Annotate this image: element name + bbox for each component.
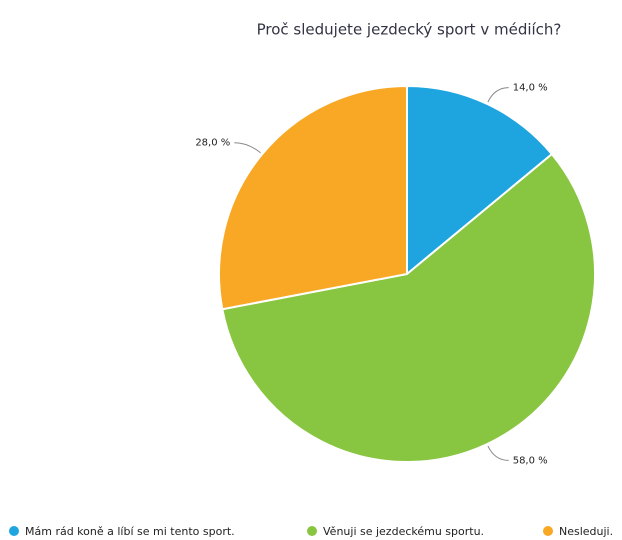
legend-marker <box>307 526 317 536</box>
pie-slice <box>221 152 596 463</box>
legend-label: Mám rád koně a líbí se mi tento sport. <box>25 525 235 538</box>
legend-marker <box>543 526 553 536</box>
pie-slice <box>218 84 408 311</box>
data-label: 14,0 % <box>513 83 548 94</box>
label-connector <box>487 445 509 461</box>
legend-label: Nesleduji. <box>559 525 613 538</box>
chart-title: Proč sledujete jezdecký sport v médiích? <box>257 21 562 39</box>
pie-slice <box>406 84 554 277</box>
label-connector <box>487 87 509 103</box>
label-connector <box>234 142 261 154</box>
data-label: 58,0 % <box>513 455 548 466</box>
legend-label: Věnuji se jezdeckému sportu. <box>323 525 484 538</box>
legend-marker <box>9 526 19 536</box>
data-label: 28,0 % <box>195 138 230 149</box>
